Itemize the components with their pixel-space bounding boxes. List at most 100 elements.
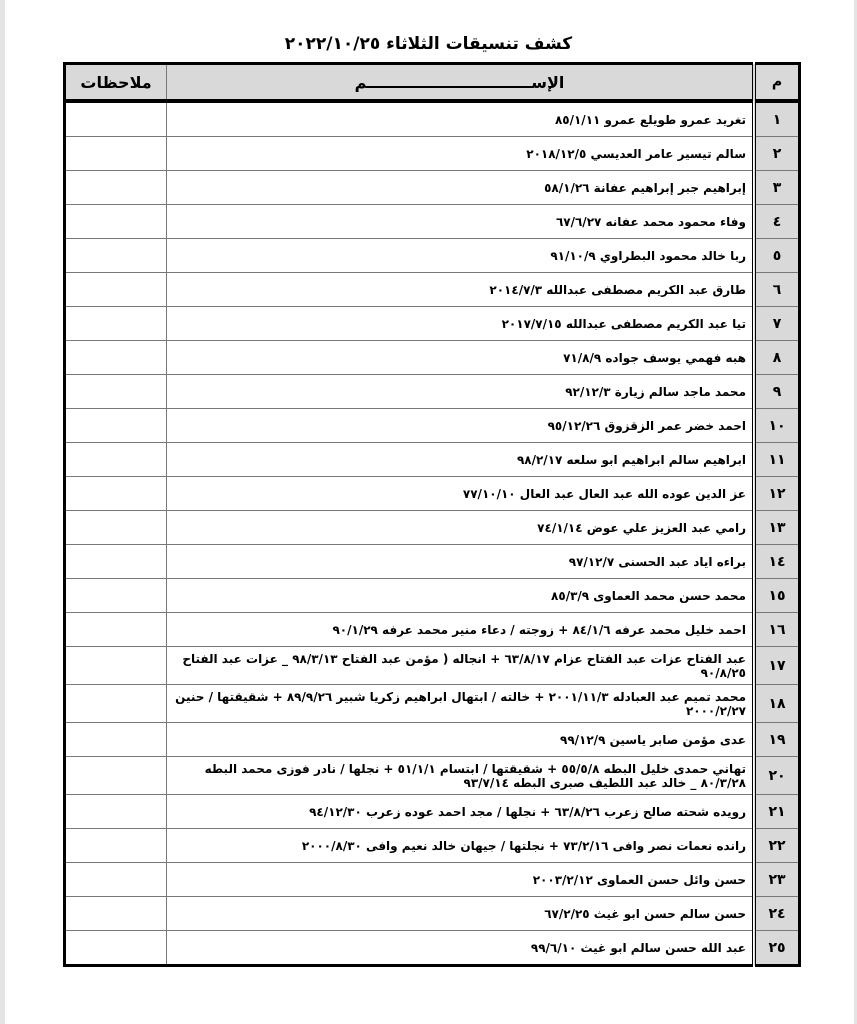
- names-table: م الإســــــــــــــــــــــــــــــم مل…: [63, 62, 801, 967]
- table-row: ٢٣ حسن وائل حسن العماوى ٢٠٠٣/٢/١٢: [64, 862, 800, 897]
- row-name: هبه فهمي يوسف جواده ٧١/٨/٩: [166, 340, 755, 375]
- row-notes: [64, 756, 167, 795]
- row-number: ١٨: [752, 684, 800, 723]
- table-row: ٣ إبراهيم جبر إبراهيم عفانة ٥٨/١/٢٦: [64, 170, 800, 205]
- header-name: الإســــــــــــــــــــــــــــــم: [166, 63, 755, 103]
- table-row: ١٩ عدى مؤمن صابر ياسين ٩٩/١٢/٩: [64, 722, 800, 757]
- row-name: براءه اياد عبد الحسنى ٩٧/١٢/٧: [166, 544, 755, 579]
- row-name: عز الدين عوده الله عبد العال عبد العال ٧…: [166, 476, 755, 511]
- row-name: وفاء محمود محمد عفانه ٦٧/٦/٢٧: [166, 204, 755, 239]
- row-name: تيا عبد الكريم مصطفى عبدالله ٢٠١٧/٧/١٥: [166, 306, 755, 341]
- table-row: ٦ طارق عبد الكريم مصطفى عبدالله ٢٠١٤/٧/٣: [64, 272, 800, 307]
- header-notes: ملاحظات: [64, 63, 167, 103]
- row-number: ٢٢: [752, 828, 800, 863]
- row-number: ١٩: [752, 722, 800, 757]
- row-number: ٤: [752, 204, 800, 239]
- table-row: ١١ ابراهيم سالم ابراهيم ابو سلعه ٩٨/٢/١٧: [64, 442, 800, 477]
- table-row: ١٢ عز الدين عوده الله عبد العال عبد العال…: [64, 476, 800, 511]
- row-number: ١٠: [752, 408, 800, 443]
- row-name: ابراهيم سالم ابراهيم ابو سلعه ٩٨/٢/١٧: [166, 442, 755, 477]
- row-name: ربا خالد محمود البطراوي ٩١/١٠/٩: [166, 238, 755, 273]
- row-name: حسن سالم حسن ابو غيث ٦٧/٢/٢٥: [166, 896, 755, 931]
- row-number: ١٧: [752, 646, 800, 685]
- row-notes: [64, 306, 167, 341]
- row-notes: [64, 930, 167, 966]
- row-notes: [64, 272, 167, 307]
- row-number: ٢٥: [752, 930, 800, 966]
- row-number: ١١: [752, 442, 800, 477]
- table-row: ٩ محمد ماجد سالم زيارة ٩٢/١٢/٣: [64, 374, 800, 409]
- row-name: إبراهيم جبر إبراهيم عفانة ٥٨/١/٢٦: [166, 170, 755, 205]
- row-number: ١٢: [752, 476, 800, 511]
- row-notes: [64, 340, 167, 375]
- row-notes: [64, 862, 167, 897]
- row-notes: [64, 100, 167, 137]
- row-number: ٢٠: [752, 756, 800, 795]
- row-name: محمد تميم عبد العبادله ٢٠٠١/١١/٣ + خالته…: [166, 684, 755, 723]
- header-number: م: [752, 63, 800, 103]
- table-row: ٧ تيا عبد الكريم مصطفى عبدالله ٢٠١٧/٧/١٥: [64, 306, 800, 341]
- table-row: ٢٠ تهاني حمدى خليل البطه ٥٥/٥/٨ + شقيقتها…: [64, 756, 800, 795]
- table-row: ٢٢ رانده نعمات نصر وافى ٧٣/٢/١٦ + نجلتها …: [64, 828, 800, 863]
- row-notes: [64, 828, 167, 863]
- row-name: سالم تيسير عامر العديسي ٢٠١٨/١٢/٥: [166, 136, 755, 171]
- row-name: حسن وائل حسن العماوى ٢٠٠٣/٢/١٢: [166, 862, 755, 897]
- row-name: رانده نعمات نصر وافى ٧٣/٢/١٦ + نجلتها / …: [166, 828, 755, 863]
- row-number: ٥: [752, 238, 800, 273]
- row-notes: [64, 136, 167, 171]
- document-title: كشف تنسيقات الثلاثاء ٢٠٢٢/١٠/٢٥: [284, 34, 573, 54]
- row-number: ٧: [752, 306, 800, 341]
- row-number: ٩: [752, 374, 800, 409]
- table-row: ١٥ محمد حسن محمد العماوى ٨٥/٣/٩: [64, 578, 800, 613]
- row-name: عبد الفتاح عزات عبد الفتاح عزام ٦٣/٨/١٧ …: [166, 646, 755, 685]
- row-name: طارق عبد الكريم مصطفى عبدالله ٢٠١٤/٧/٣: [166, 272, 755, 307]
- row-number: ٢٣: [752, 862, 800, 897]
- row-notes: [64, 722, 167, 757]
- row-number: ٨: [752, 340, 800, 375]
- table-row: ١٠ احمد خضر عمر الزقزوق ٩٥/١٢/٢٦: [64, 408, 800, 443]
- row-name: رويده شحته صالح زعرب ٦٣/٨/٢٦ + نجلها / م…: [166, 794, 755, 829]
- row-notes: [64, 896, 167, 931]
- row-number: ٢٤: [752, 896, 800, 931]
- table-row: ١٨ محمد تميم عبد العبادله ٢٠٠١/١١/٣ + خال…: [64, 684, 800, 723]
- table-row: ٢١ رويده شحته صالح زعرب ٦٣/٨/٢٦ + نجلها /…: [64, 794, 800, 829]
- row-number: ٢١: [752, 794, 800, 829]
- row-name: رامي عبد العزيز علي عوض ٧٤/١/١٤: [166, 510, 755, 545]
- row-notes: [64, 684, 167, 723]
- table-row: ٢٤ حسن سالم حسن ابو غيث ٦٧/٢/٢٥: [64, 896, 800, 931]
- row-notes: [64, 510, 167, 545]
- row-number: ١٦: [752, 612, 800, 647]
- row-notes: [64, 612, 167, 647]
- row-name: محمد ماجد سالم زيارة ٩٢/١٢/٣: [166, 374, 755, 409]
- row-name: عدى مؤمن صابر ياسين ٩٩/١٢/٩: [166, 722, 755, 757]
- page-frame-right: [854, 0, 857, 1024]
- row-notes: [64, 646, 167, 685]
- row-notes: [64, 476, 167, 511]
- row-name: احمد خضر عمر الزقزوق ٩٥/١٢/٢٦: [166, 408, 755, 443]
- row-number: ٦: [752, 272, 800, 307]
- table-row: ١٤ براءه اياد عبد الحسنى ٩٧/١٢/٧: [64, 544, 800, 579]
- table-row: ٥ ربا خالد محمود البطراوي ٩١/١٠/٩: [64, 238, 800, 273]
- page-frame-left: [0, 0, 5, 1024]
- table-row: ١ تغريد عمرو طويلع عمرو ٨٥/١/١١: [64, 100, 800, 137]
- table-row: ٢٥ عبد الله حسن سالم ابو غيث ٩٩/٦/١٠: [64, 930, 800, 966]
- table-body: ١ تغريد عمرو طويلع عمرو ٨٥/١/١١ ٢ سالم تيسي…: [64, 100, 800, 966]
- row-number: ٢: [752, 136, 800, 171]
- table-row: ٨ هبه فهمي يوسف جواده ٧١/٨/٩: [64, 340, 800, 375]
- row-name: احمد خليل محمد عرفه ٨٤/١/٦ + زوجته / دعا…: [166, 612, 755, 647]
- row-notes: [64, 544, 167, 579]
- row-name: تغريد عمرو طويلع عمرو ٨٥/١/١١: [166, 100, 755, 137]
- row-notes: [64, 442, 167, 477]
- table-header-row: م الإســــــــــــــــــــــــــــــم مل…: [64, 63, 800, 103]
- row-number: ١٤: [752, 544, 800, 579]
- row-notes: [64, 408, 167, 443]
- row-number: ١٥: [752, 578, 800, 613]
- table-row: ٤ وفاء محمود محمد عفانه ٦٧/٦/٢٧: [64, 204, 800, 239]
- row-number: ٣: [752, 170, 800, 205]
- row-notes: [64, 238, 167, 273]
- table-row: ١٣ رامي عبد العزيز علي عوض ٧٤/١/١٤: [64, 510, 800, 545]
- row-notes: [64, 170, 167, 205]
- row-notes: [64, 204, 167, 239]
- row-notes: [64, 374, 167, 409]
- table-row: ٢ سالم تيسير عامر العديسي ٢٠١٨/١٢/٥: [64, 136, 800, 171]
